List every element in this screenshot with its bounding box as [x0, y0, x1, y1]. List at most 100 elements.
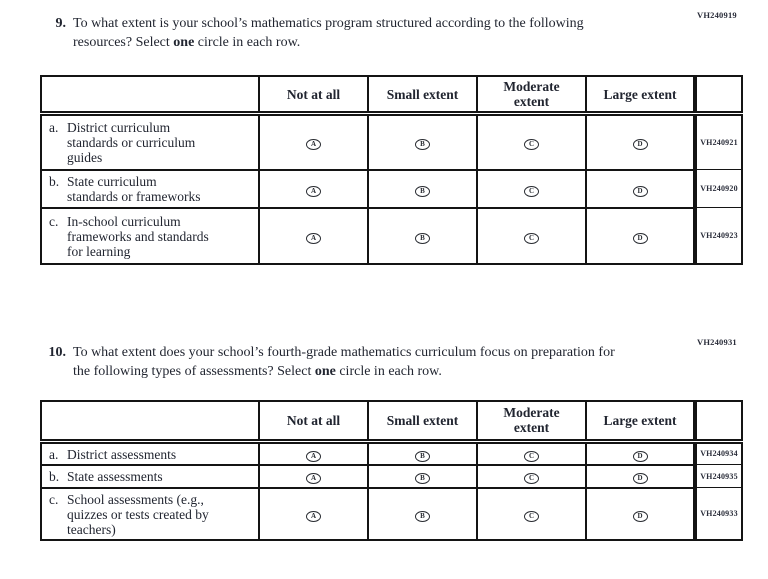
response-bubble-a[interactable]: A — [306, 232, 321, 244]
column-header-large-extent: Large extent — [585, 75, 696, 116]
response-bubble-b[interactable]: B — [415, 450, 430, 462]
answer-cell: A — [258, 168, 369, 209]
row-letter: b. — [49, 174, 60, 189]
column-header-small-extent: Small extent — [367, 400, 478, 444]
response-bubble-d[interactable]: D — [632, 450, 648, 462]
answer-cell: A — [258, 486, 369, 541]
question-prompt: To what extent is your school’s mathemat… — [73, 14, 618, 52]
answer-cell: B — [367, 168, 478, 209]
column-header-small-extent: Small extent — [367, 75, 478, 116]
row-code: VH240934 — [693, 440, 743, 465]
table-row: c. School assessments (e.g., quizzes or t… — [40, 486, 743, 541]
response-bubble-d[interactable]: D — [632, 185, 648, 197]
response-bubble-d[interactable]: D — [632, 139, 648, 151]
response-bubble-b[interactable]: B — [415, 185, 430, 197]
row-label-text: State assessments — [67, 469, 163, 484]
row-label-text: In-school curriculum frameworks and stan… — [67, 213, 209, 259]
response-bubble-a[interactable]: A — [306, 473, 321, 484]
response-bubble-b[interactable]: B — [415, 232, 430, 244]
column-header-not-at-all: Not at all — [258, 75, 369, 116]
response-bubble-a[interactable]: A — [306, 450, 321, 462]
row-letter: c. — [49, 213, 59, 229]
answer-cell: B — [367, 440, 478, 466]
answer-cell: A — [258, 112, 369, 171]
row-label: c. School assessments (e.g., quizzes or t… — [40, 486, 260, 541]
q9-response-table: Not at all Small extent Moderate extent … — [40, 75, 743, 265]
question-9: 9. To what extent is your school’s mathe… — [40, 14, 640, 52]
row-label-text: School assessments (e.g., quizzes or tes… — [67, 491, 209, 537]
row-code: VH240933 — [693, 487, 743, 541]
answer-cell: A — [258, 206, 369, 265]
answer-cell: C — [476, 168, 587, 209]
question-number: 9. — [55, 16, 67, 31]
column-header-moderate-extent: Moderate extent — [476, 75, 587, 116]
response-bubble-a[interactable]: A — [306, 185, 321, 197]
prompt-text: circle in each row. — [194, 35, 301, 50]
row-letter: b. — [49, 469, 60, 484]
row-label: a. District assessments — [40, 440, 260, 466]
response-bubble-b[interactable]: B — [415, 139, 430, 151]
response-bubble-d[interactable]: D — [632, 510, 648, 522]
answer-cell: D — [585, 168, 696, 209]
row-label: b. State curriculum standards or framewor… — [40, 168, 260, 209]
form-code-q10: VH240931 — [697, 337, 737, 347]
response-bubble-b[interactable]: B — [415, 510, 430, 522]
row-label-text: District curriculum standards or curricu… — [67, 120, 196, 166]
row-code: VH240923 — [693, 207, 743, 265]
column-header-code — [693, 75, 743, 116]
answer-cell: B — [367, 112, 478, 171]
table-row: a. District curriculum standards or curri… — [40, 112, 743, 171]
response-bubble-d[interactable]: D — [632, 232, 648, 244]
response-bubble-b[interactable]: B — [415, 473, 430, 484]
row-label: a. District curriculum standards or curri… — [40, 112, 260, 171]
response-bubble-c[interactable]: C — [524, 139, 539, 151]
column-header-not-at-all: Not at all — [258, 400, 369, 444]
answer-cell: D — [585, 486, 696, 541]
header-row: Not at all Small extent Moderate extent … — [40, 75, 743, 116]
answer-cell: C — [476, 440, 587, 466]
answer-cell: B — [367, 486, 478, 541]
response-bubble-a[interactable]: A — [306, 510, 321, 522]
response-bubble-c[interactable]: C — [524, 450, 539, 462]
column-header-large-extent: Large extent — [585, 400, 696, 444]
answer-cell: B — [367, 463, 478, 489]
row-code: VH240920 — [693, 169, 743, 208]
response-bubble-c[interactable]: C — [524, 510, 539, 522]
answer-cell: C — [476, 486, 587, 541]
question-number: 10. — [48, 345, 67, 360]
prompt-text: To what extent does your school’s fourth… — [73, 345, 615, 379]
response-bubble-a[interactable]: A — [306, 139, 321, 151]
row-letter: a. — [49, 120, 59, 136]
row-label-text: District assessments — [67, 446, 177, 462]
question-prompt: To what extent does your school’s fourth… — [73, 343, 618, 381]
answer-cell: D — [585, 440, 696, 466]
q10-response-table: Not at all Small extent Moderate extent … — [40, 400, 743, 541]
answer-cell: D — [585, 206, 696, 265]
prompt-bold-word: one — [314, 364, 336, 379]
answer-cell: A — [258, 463, 369, 489]
response-bubble-d[interactable]: D — [632, 473, 648, 484]
column-header-code — [693, 400, 743, 444]
response-bubble-c[interactable]: C — [524, 185, 539, 197]
prompt-bold-word: one — [173, 35, 195, 50]
form-code-q9: VH240919 — [697, 10, 737, 20]
question-10: 10. To what extent does your school’s fo… — [40, 343, 640, 381]
row-label-text: State curriculum standards or frameworks — [67, 174, 201, 204]
row-label: c. In-school curriculum frameworks and st… — [40, 206, 260, 265]
row-letter: a. — [49, 446, 59, 462]
column-header-moderate-extent: Moderate extent — [476, 400, 587, 444]
answer-cell: D — [585, 112, 696, 171]
prompt-text: To what extent is your school’s mathemat… — [73, 16, 584, 50]
answer-cell: B — [367, 206, 478, 265]
row-code: VH240921 — [693, 113, 743, 170]
response-bubble-c[interactable]: C — [524, 473, 539, 484]
column-header-blank — [40, 75, 260, 116]
answer-cell: C — [476, 206, 587, 265]
answer-cell: A — [258, 440, 369, 466]
prompt-text: circle in each row. — [335, 364, 442, 379]
answer-cell: C — [476, 112, 587, 171]
column-header-blank — [40, 400, 260, 444]
row-label: b. State assessments — [40, 463, 260, 489]
response-bubble-c[interactable]: C — [524, 232, 539, 244]
